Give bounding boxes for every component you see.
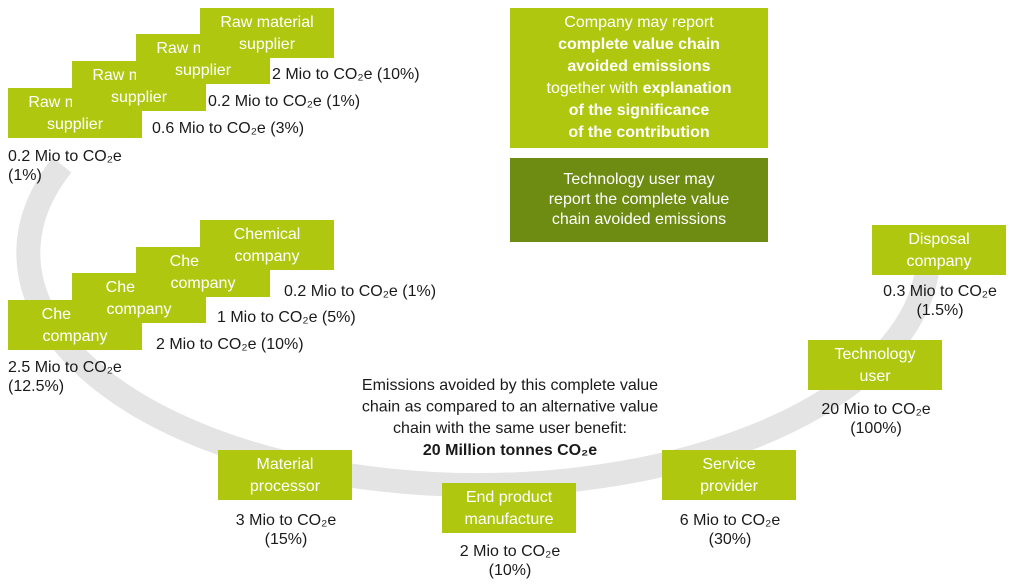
node-label: company bbox=[907, 253, 972, 270]
node-label: supplier bbox=[175, 62, 232, 79]
chain-node: Disposal company bbox=[872, 225, 1006, 275]
callout-text: chain avoided emissions bbox=[552, 211, 726, 228]
chain-node: Raw material supplier bbox=[200, 8, 334, 58]
node-box bbox=[218, 450, 352, 500]
callout-line: report the complete value bbox=[549, 191, 730, 208]
callout-text: Company may report bbox=[564, 14, 714, 31]
chain-node: Service provider bbox=[662, 450, 796, 500]
node-value: 0.3 Mio to CO₂e bbox=[883, 283, 997, 300]
node-label: company bbox=[171, 275, 236, 292]
callout-text: explanation bbox=[643, 80, 732, 97]
node-label: company bbox=[107, 301, 172, 318]
node-value: 0.2 Mio to CO₂e bbox=[8, 148, 122, 165]
node-label: company bbox=[235, 248, 300, 265]
node-value: 0.2 Mio to CO₂e (1%) bbox=[208, 93, 360, 110]
summary-line: chain with the same user benefit: bbox=[393, 420, 627, 437]
callout-text: avoided emissions bbox=[567, 58, 710, 75]
node-label: Disposal bbox=[908, 231, 969, 248]
summary-line: chain as compared to an alternative valu… bbox=[362, 399, 658, 416]
callout-box bbox=[510, 8, 768, 148]
callout-box bbox=[510, 158, 768, 242]
node-value: 0.2 Mio to CO₂e (1%) bbox=[284, 283, 436, 300]
node-box bbox=[200, 220, 334, 270]
callout-line: of the contribution bbox=[568, 124, 709, 141]
node-label: manufacture bbox=[465, 511, 554, 528]
node-label: company bbox=[43, 328, 108, 345]
node-label: End product bbox=[466, 489, 553, 506]
node-value: 1 Mio to CO₂e (5%) bbox=[217, 309, 356, 326]
node-value: (1%) bbox=[8, 167, 42, 184]
callout: Technology user may report the complete v… bbox=[510, 158, 768, 242]
callout-text: complete value chain bbox=[558, 36, 720, 53]
callout-line: chain avoided emissions bbox=[552, 211, 726, 228]
node-box bbox=[442, 483, 576, 533]
summary-line: Emissions avoided by this complete value bbox=[362, 377, 658, 394]
chain-node: End product manufacture bbox=[442, 483, 576, 533]
callout-text: report the complete value bbox=[549, 191, 730, 208]
callout-text: of the contribution bbox=[568, 124, 709, 141]
node-value: 2 Mio to CO₂e (10%) bbox=[272, 66, 420, 83]
callout: Company may report complete value chain av… bbox=[510, 8, 768, 148]
node-value: 20 Mio to CO₂e bbox=[821, 401, 930, 418]
node-label: Service bbox=[702, 456, 755, 473]
node-label: Chemical bbox=[234, 226, 301, 243]
callout-line: together with explanation bbox=[547, 80, 732, 97]
node-label: processor bbox=[250, 478, 321, 495]
node-value: 2 Mio to CO₂e (10%) bbox=[156, 336, 304, 353]
node-label: user bbox=[859, 368, 891, 385]
node-label: supplier bbox=[239, 36, 296, 53]
node-box bbox=[808, 340, 942, 390]
chain-node: Chemical company bbox=[200, 220, 334, 270]
callout-line: avoided emissions bbox=[567, 58, 710, 75]
node-value: 2.5 Mio to CO₂e bbox=[8, 359, 122, 376]
callout-line: complete value chain bbox=[558, 36, 720, 53]
node-label: supplier bbox=[47, 116, 104, 133]
callout-line: Technology user may bbox=[563, 171, 714, 188]
node-box bbox=[200, 8, 334, 58]
node-value: 0.6 Mio to CO₂e (3%) bbox=[152, 120, 304, 137]
node-value: (100%) bbox=[850, 420, 902, 437]
node-label: provider bbox=[700, 478, 758, 495]
node-box bbox=[662, 450, 796, 500]
node-value: 6 Mio to CO₂e bbox=[680, 512, 781, 529]
node-label: Technology bbox=[835, 346, 916, 363]
node-label: supplier bbox=[111, 89, 168, 106]
node-value: (12.5%) bbox=[8, 378, 64, 395]
node-label: Material bbox=[257, 456, 314, 473]
node-label: Raw material bbox=[220, 14, 313, 31]
chain-node: Material processor bbox=[218, 450, 352, 500]
node-value: (15%) bbox=[265, 531, 308, 548]
node-value: 2 Mio to CO₂e bbox=[460, 543, 561, 560]
callout-line: Company may report bbox=[564, 14, 714, 31]
node-value: (10%) bbox=[489, 562, 532, 579]
callout-text: Technology user may bbox=[563, 171, 714, 188]
chain-node: Technology user bbox=[808, 340, 942, 390]
callout-text: together with bbox=[547, 80, 643, 97]
callout-line: of the significance bbox=[569, 102, 710, 119]
summary-highlight: 20 Million tonnes CO₂e bbox=[423, 442, 597, 459]
node-value: (30%) bbox=[709, 531, 752, 548]
node-value: 3 Mio to CO₂e bbox=[236, 512, 337, 529]
node-value: (1.5%) bbox=[916, 302, 963, 319]
callout-text: of the significance bbox=[569, 102, 710, 119]
node-box bbox=[872, 225, 1006, 275]
